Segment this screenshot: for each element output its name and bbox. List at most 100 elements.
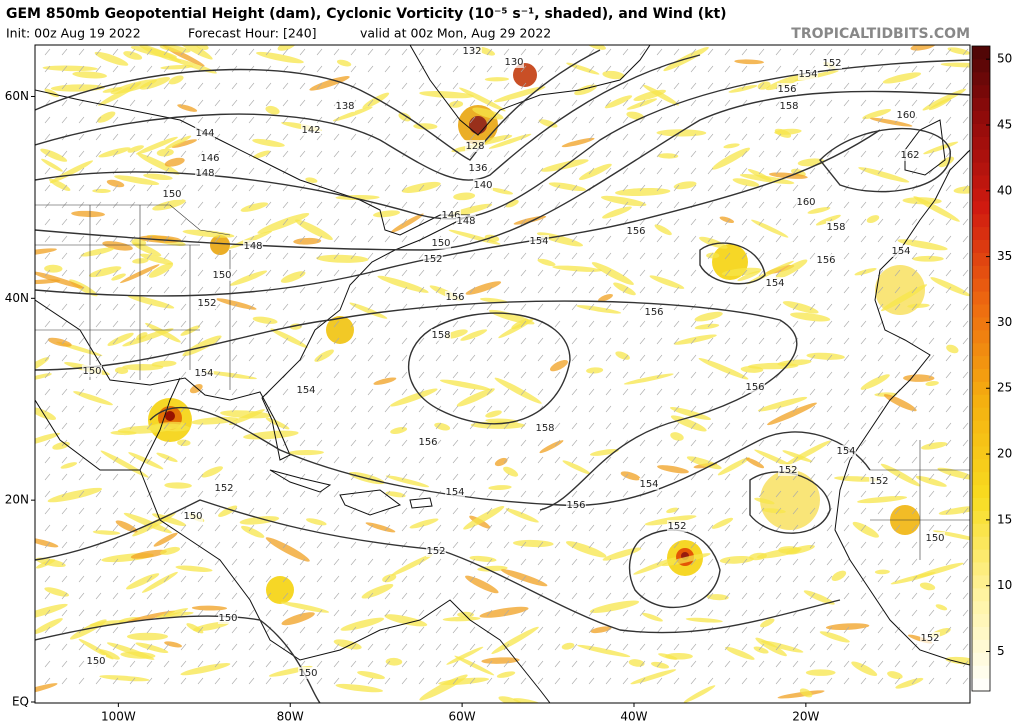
wind-barb: [129, 150, 136, 158]
wind-barb: [520, 490, 527, 498]
wind-barb: [418, 371, 425, 379]
wind-barb: [248, 269, 255, 277]
wind-barb: [571, 303, 578, 311]
wind-barb: [741, 116, 748, 124]
wind-barb: [163, 82, 170, 90]
wind-barb: [656, 575, 663, 583]
wind-barb: [231, 235, 238, 243]
vorticity-streak: [686, 456, 722, 470]
wind-barb: [265, 218, 272, 226]
wind-barb: [333, 405, 340, 413]
wind-barb: [163, 507, 170, 515]
contour-label: 156: [644, 307, 663, 318]
contour-label: 156: [418, 437, 437, 448]
wind-barb: [809, 422, 816, 430]
wind-barb: [741, 65, 748, 73]
wind-barb: [554, 286, 561, 294]
coast-north-america: [35, 89, 471, 461]
colorbar-segment: [972, 175, 990, 189]
wind-barb: [248, 660, 255, 668]
wind-barb: [928, 388, 935, 396]
wind-barb: [707, 524, 714, 532]
wind-barb: [775, 609, 782, 617]
wind-barb: [741, 252, 748, 260]
wind-barb: [945, 48, 952, 56]
wind-barb: [860, 269, 867, 277]
wind-barb: [826, 320, 833, 328]
wind-barb: [707, 456, 714, 464]
wind-barb: [316, 524, 323, 532]
wind-barb: [911, 575, 918, 583]
wind-barb: [282, 558, 289, 566]
wind-barb: [333, 371, 340, 379]
wind-barb: [418, 541, 425, 549]
vorticity-streak: [782, 301, 819, 314]
wind-barb: [95, 150, 102, 158]
wind-barb: [775, 235, 782, 243]
vorticity-streak: [734, 59, 764, 65]
wind-barb: [860, 388, 867, 396]
wind-barb: [775, 388, 782, 396]
vorticity-streak: [35, 248, 57, 256]
wind-barb: [197, 439, 204, 447]
wind-barb: [894, 422, 901, 430]
wind-barb: [554, 422, 561, 430]
wind-barb: [333, 388, 340, 396]
wind-barb: [282, 201, 289, 209]
vorticity-streak: [935, 604, 948, 611]
wind-barb: [44, 184, 51, 192]
vorticity-streak: [549, 359, 568, 372]
wind-barb: [61, 626, 68, 634]
vorticity-streak: [336, 59, 352, 67]
wind-barb: [554, 609, 561, 617]
wind-barb: [350, 218, 357, 226]
wind-barb: [962, 82, 969, 90]
wind-barb: [384, 167, 391, 175]
wind-barb: [656, 507, 663, 515]
wind-barb: [622, 507, 629, 515]
wind-barb: [452, 65, 459, 73]
wind-barb: [180, 490, 187, 498]
wind-barb: [435, 626, 442, 634]
vorticity-streak: [126, 610, 176, 623]
wind-barb: [78, 337, 85, 345]
wind-barb: [282, 252, 289, 260]
wind-barb: [163, 558, 170, 566]
wind-barb: [826, 82, 833, 90]
wind-barb: [265, 65, 272, 73]
vorticity-streak: [439, 379, 491, 391]
wind-barb: [384, 490, 391, 498]
wind-barb: [673, 541, 680, 549]
wind-barb: [78, 405, 85, 413]
wind-barb: [197, 252, 204, 260]
vorticity-streak: [586, 367, 604, 374]
wind-barb: [44, 524, 51, 532]
wind-barb: [520, 269, 527, 277]
wind-barb: [554, 235, 561, 243]
wind-barb: [741, 507, 748, 515]
wind-barb: [571, 660, 578, 668]
wind-barb: [673, 116, 680, 124]
wind-barb: [843, 235, 850, 243]
colorbar-segment: [972, 58, 990, 73]
wind-barb: [112, 643, 119, 651]
init-time: Init: 00z Aug 19 2022: [6, 26, 141, 41]
lon-tick-label: 100W: [101, 710, 136, 724]
vorticity-streak: [940, 62, 970, 68]
wind-barb: [962, 524, 969, 532]
wind-barb: [78, 82, 85, 90]
wind-barb: [724, 286, 731, 294]
vorticity-streak: [505, 508, 539, 523]
wind-barb: [741, 660, 748, 668]
wind-barb: [571, 167, 578, 175]
wind-barb: [571, 82, 578, 90]
wind-barb: [962, 558, 969, 566]
wind-barb: [486, 116, 493, 124]
wind-barb: [163, 235, 170, 243]
wind-barb: [605, 48, 612, 56]
wind-barb: [486, 150, 493, 158]
wind-barb: [61, 558, 68, 566]
wind-barb: [707, 388, 714, 396]
wind-barb: [282, 235, 289, 243]
wind-barb: [741, 320, 748, 328]
